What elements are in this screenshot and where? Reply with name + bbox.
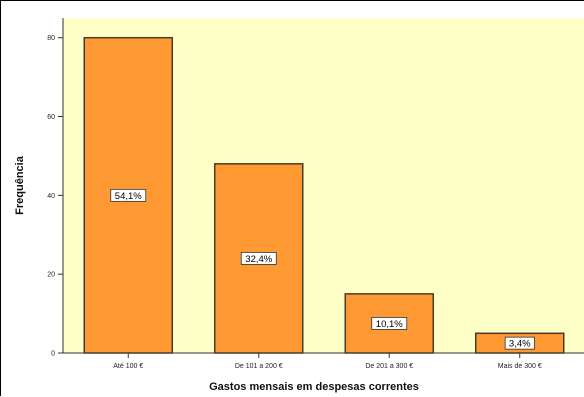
data-label: 3,4%	[509, 339, 531, 350]
y-tick-label: 60	[47, 114, 55, 121]
data-label-box	[504, 336, 535, 350]
data-label: 54,1%	[115, 191, 142, 202]
y-axis-ticks: 0 20 40 60 80	[47, 35, 63, 358]
data-label: 32,4%	[245, 254, 272, 265]
bars: 54,1% 32,4% 10,1% 3,4%	[83, 36, 565, 354]
y-tick-label: 80	[47, 35, 55, 42]
x-axis-ticks: Até 100 € De 101 a 200 € De 201 a 300 € Mai…	[113, 353, 542, 370]
data-label: 10,1%	[376, 319, 403, 330]
x-tick-label: Mais de 300 €	[498, 363, 542, 370]
y-tick-label: 20	[47, 272, 55, 279]
y-axis-title: Frequência	[14, 155, 26, 215]
y-tick-label: 0	[51, 351, 55, 358]
data-label-box	[240, 252, 277, 265]
y-tick-label: 40	[47, 193, 55, 200]
x-axis-title: Gastos mensais em despesas correntes	[209, 381, 419, 393]
x-tick-label: De 101 a 200 €	[235, 363, 283, 370]
x-tick-label: Até 100 €	[113, 363, 143, 370]
data-label-box	[110, 188, 147, 202]
x-tick-label: De 201 a 300 €	[365, 363, 413, 370]
data-label-box	[371, 317, 408, 330]
